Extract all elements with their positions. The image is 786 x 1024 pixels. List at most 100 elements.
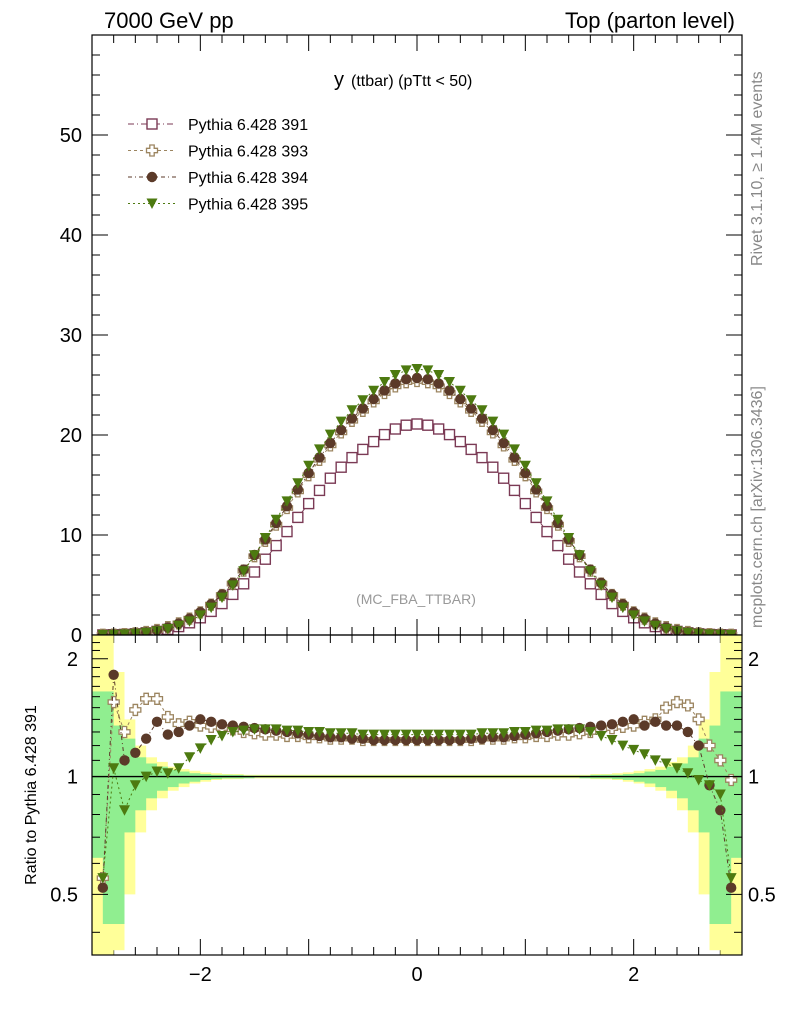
data-point	[487, 461, 499, 473]
data-point	[205, 602, 217, 614]
data-point	[270, 514, 282, 526]
ratio-point	[140, 692, 153, 705]
ratio-point	[649, 755, 661, 766]
main-series-layer	[96, 364, 738, 635]
data-point	[184, 616, 195, 627]
data-point	[552, 514, 564, 526]
legend-marker	[146, 198, 158, 209]
data-point	[357, 403, 369, 414]
ratio-point	[129, 703, 142, 717]
ratio-point	[639, 749, 650, 760]
ratio-point	[107, 695, 120, 709]
ratio-point	[444, 729, 455, 741]
data-point	[541, 496, 553, 507]
ratio-point	[151, 766, 163, 778]
ratio-point	[692, 713, 705, 726]
data-point	[162, 624, 174, 635]
legend-marker	[146, 171, 158, 183]
data-point	[335, 416, 347, 428]
data-point	[628, 610, 640, 621]
data-point	[509, 444, 520, 455]
data-point	[552, 539, 564, 552]
ratio-point	[119, 755, 130, 766]
ratio-point	[595, 720, 607, 731]
ratio-ylabel-group: Ratio to Pythia 6.428 391	[23, 705, 40, 885]
ratio-point	[563, 724, 575, 735]
ratio-point	[660, 720, 672, 731]
ratio-point	[725, 873, 737, 884]
main-ytick-label: 10	[60, 525, 82, 547]
ratio-point	[249, 724, 260, 735]
ratio-point	[150, 692, 164, 705]
data-point	[249, 550, 260, 561]
data-point	[400, 365, 412, 376]
data-point	[433, 370, 445, 381]
data-point	[465, 443, 477, 456]
ratio-point	[216, 730, 228, 742]
ratio-point	[671, 763, 683, 774]
ratio-point	[552, 724, 564, 735]
ratio-ytick-label-right: 0.5	[748, 884, 776, 906]
ratio-point	[628, 744, 640, 756]
legend-label: Pythia 6.428 391	[188, 117, 308, 134]
data-point	[357, 443, 369, 456]
ratio-line	[102, 728, 732, 879]
main-y-ticks: 0 10 20 30 40 50	[60, 34, 742, 647]
ratio-point	[259, 724, 271, 735]
data-point	[422, 374, 434, 385]
data-point	[725, 629, 737, 635]
legend-label: Pythia 6.428 393	[188, 144, 308, 161]
data-point	[324, 429, 336, 441]
side-rivet-text: Rivet 3.1.10, ≥ 1.4M events	[749, 71, 766, 266]
data-point	[270, 539, 282, 552]
ratio-point	[292, 725, 304, 737]
data-point	[238, 566, 250, 577]
data-point	[389, 423, 402, 435]
data-point	[119, 629, 130, 635]
data-point	[465, 403, 477, 414]
ratio-point	[195, 714, 206, 725]
data-point	[379, 385, 390, 396]
data-point	[314, 452, 325, 463]
ratio-point	[725, 882, 737, 893]
ratio-point	[97, 882, 109, 893]
data-point	[227, 580, 239, 591]
ratio-ticks: 0.5 0.5 1 1 2 2 −2 0 2	[50, 642, 776, 986]
data-point	[422, 419, 434, 431]
ratio-point	[151, 716, 163, 728]
ratio-ytick-label-left: 0.5	[50, 884, 78, 906]
ratio-xtick-label: 0	[411, 964, 422, 986]
ratio-point	[650, 716, 661, 728]
data-point	[444, 377, 455, 388]
data-point	[573, 566, 586, 578]
data-point	[400, 374, 412, 385]
data-point	[346, 405, 358, 416]
data-point	[324, 472, 337, 484]
ratio-point	[617, 740, 629, 752]
ratio-point	[595, 730, 607, 742]
ratio-point	[162, 768, 174, 779]
data-point	[519, 460, 531, 472]
ratio-point	[281, 725, 293, 737]
ratio-point	[714, 789, 726, 800]
data-point	[302, 497, 315, 510]
legend-marker	[145, 144, 159, 157]
legend-marker	[146, 118, 158, 130]
ratio-point	[129, 780, 141, 791]
ratio-point	[238, 725, 250, 737]
data-point	[259, 533, 271, 544]
main-ytick-label: 0	[71, 625, 82, 647]
data-point	[411, 418, 423, 430]
ratio-point	[509, 726, 520, 738]
ratio-series-layer	[92, 635, 742, 955]
ratio-point	[660, 758, 672, 769]
ratio-point	[465, 729, 477, 741]
data-point	[498, 429, 510, 441]
legend: Pythia 6.428 391 Pythia 6.428 393 Pythia 6…	[128, 117, 308, 214]
data-point	[368, 385, 380, 397]
data-point	[541, 525, 553, 538]
data-point	[281, 525, 293, 538]
data-point	[509, 452, 520, 463]
data-point	[497, 472, 510, 484]
